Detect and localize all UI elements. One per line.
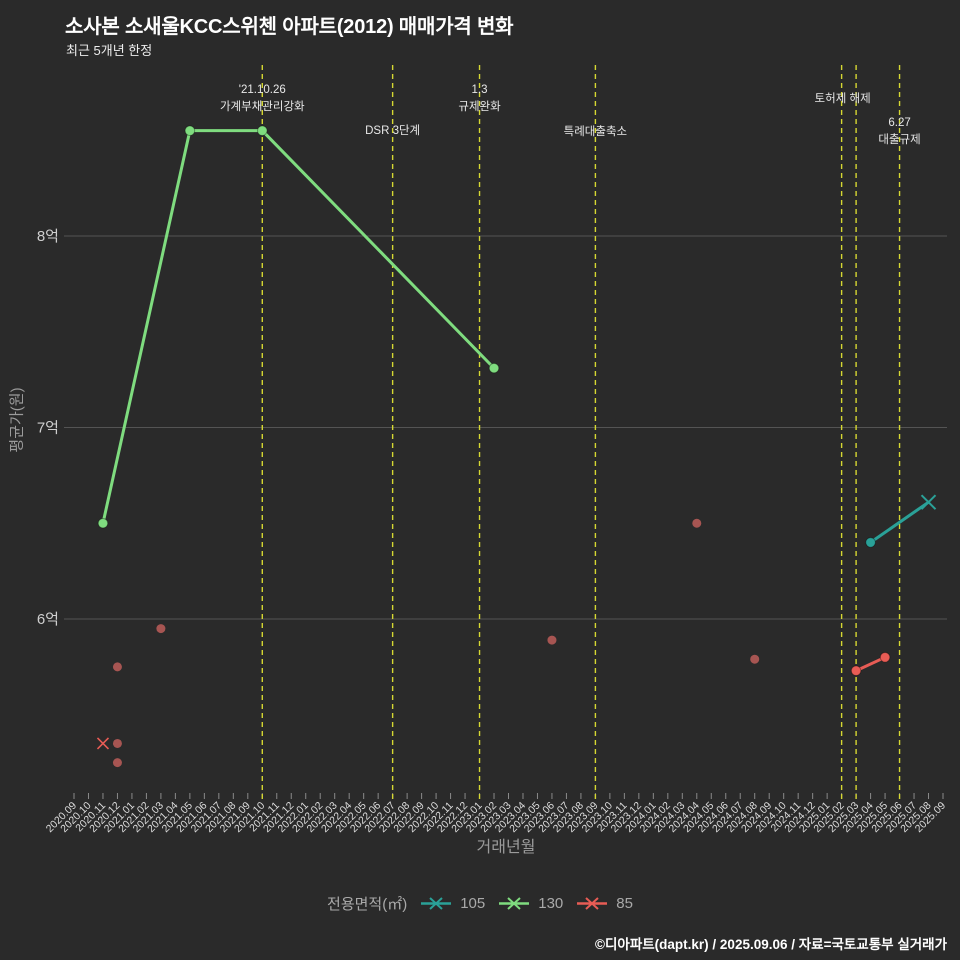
- event-label-line: 6.27: [888, 116, 911, 129]
- event-label-line: DSR 3단계: [365, 124, 421, 137]
- event-label: '21.10.26 가계부채관리강화: [220, 82, 305, 116]
- data-point-85[interactable]: [879, 652, 891, 663]
- line-x-marker-icon: [421, 897, 452, 910]
- series-line-85: [854, 655, 887, 673]
- data-point-85[interactable]: [112, 662, 122, 672]
- data-point-85[interactable]: [750, 654, 760, 664]
- event-label-line: 가계부채관리강화: [219, 100, 305, 113]
- line-x-marker-icon: [577, 897, 608, 910]
- y-tick-label: 8억: [37, 228, 59, 245]
- legend: 전용면적(㎡) 105 130 85: [0, 893, 960, 914]
- data-point-130[interactable]: [488, 362, 500, 374]
- data-point-85[interactable]: [112, 738, 122, 748]
- data-point-85[interactable]: [692, 518, 702, 528]
- y-tick-label: 6억: [37, 611, 59, 628]
- data-point-85[interactable]: [112, 758, 122, 768]
- series-line-130: [101, 129, 496, 525]
- legend-title: 전용면적(㎡): [327, 896, 408, 913]
- line-x-marker-icon: [499, 897, 530, 910]
- event-label-line: 대출규제: [878, 133, 921, 146]
- attribution-footer: ©디아파트(dapt.kr) / 2025.09.06 / 자료=국토교통부 실…: [595, 937, 947, 952]
- x-axis-title: 거래년월: [476, 839, 536, 856]
- event-label-line: 규제완화: [458, 100, 501, 113]
- event-label-line: 토허제 해제: [814, 92, 871, 105]
- event-label: DSR 3단계: [365, 123, 420, 140]
- data-point-130[interactable]: [184, 125, 196, 136]
- event-label: 특례대출축소: [564, 124, 627, 141]
- data-point-130[interactable]: [256, 125, 268, 136]
- series-line-105: [869, 500, 931, 544]
- event-label-line: 1.3: [471, 83, 488, 96]
- legend-item-label: 130: [538, 895, 564, 912]
- y-tick-label: 7억: [37, 420, 59, 437]
- data-point-105[interactable]: [865, 537, 876, 548]
- data-point-85[interactable]: [156, 624, 166, 634]
- legend-item-label: 105: [460, 895, 486, 912]
- page-title: 소사본 소새울KCC스위첸 아파트(2012) 매매가격 변화: [65, 16, 514, 38]
- event-label: 6.27 대출규제: [878, 115, 920, 149]
- legend-item-85[interactable]: 85: [577, 895, 633, 912]
- data-point-85[interactable]: [850, 665, 862, 677]
- legend-item-130[interactable]: 130: [499, 895, 563, 912]
- event-label: 토허제 해제: [815, 91, 871, 108]
- event-label-line: 특례대출축소: [563, 125, 628, 138]
- data-point-85[interactable]: [547, 635, 557, 645]
- event-label: 1.3 규제완화: [458, 82, 500, 116]
- y-axis-title: 평균가(원): [8, 387, 26, 453]
- data-point-x-85[interactable]: [96, 737, 110, 750]
- data-point-x-105[interactable]: [920, 494, 937, 510]
- event-label-line: '21.10.26: [238, 83, 286, 96]
- legend-item-105[interactable]: 105: [421, 895, 485, 912]
- data-point-130[interactable]: [97, 517, 109, 529]
- legend-item-label: 85: [616, 895, 633, 912]
- page-subtitle: 최근 5개년 한정: [66, 43, 153, 58]
